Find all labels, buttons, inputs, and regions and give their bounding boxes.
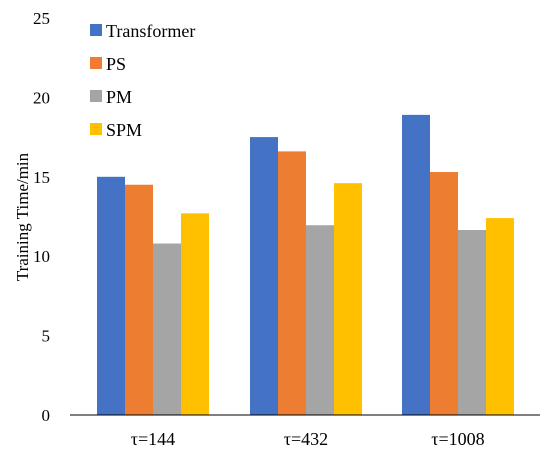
legend-label-pm: PM	[106, 87, 132, 107]
bar-ps-1	[125, 184, 153, 415]
bar-spm-3	[486, 218, 514, 415]
x-tick-label: τ=1008	[431, 429, 484, 449]
y-tick-label: 20	[33, 88, 50, 107]
bar-pm-1	[153, 243, 181, 415]
bar-pm-3	[458, 229, 486, 415]
bar-spm-2	[334, 183, 362, 415]
legend-swatch-spm	[90, 123, 102, 135]
y-tick-label: 10	[33, 247, 50, 266]
legend-swatch-transformer	[90, 24, 102, 36]
x-tick-labels: τ=144 τ=432 τ=1008	[131, 429, 485, 449]
x-tick-label: τ=144	[131, 429, 175, 449]
bar-ps-3	[430, 172, 458, 415]
x-tick-label: τ=432	[284, 429, 328, 449]
y-tick-label: 0	[42, 406, 51, 425]
bar-spm-1	[181, 213, 209, 415]
y-tick-labels: 0 5 10 15 20 25	[33, 9, 50, 425]
legend-label-transformer: Transformer	[106, 21, 195, 41]
y-tick-label: 15	[33, 168, 50, 187]
bar-transformer-2	[250, 137, 278, 415]
legend-label-spm: SPM	[106, 120, 142, 140]
bar-ps-2	[278, 151, 306, 415]
legend: Transformer PS PM SPM	[90, 21, 195, 140]
y-tick-label: 5	[42, 327, 51, 346]
bar-pm-2	[306, 225, 334, 415]
y-tick-label: 25	[33, 9, 50, 28]
y-axis-title: Training Time/min	[13, 152, 32, 281]
bar-transformer-1	[97, 176, 125, 415]
legend-swatch-ps	[90, 57, 102, 69]
legend-label-ps: PS	[106, 54, 126, 74]
bar-transformer-3	[402, 114, 430, 416]
legend-swatch-pm	[90, 90, 102, 102]
bars-layer	[97, 114, 514, 416]
